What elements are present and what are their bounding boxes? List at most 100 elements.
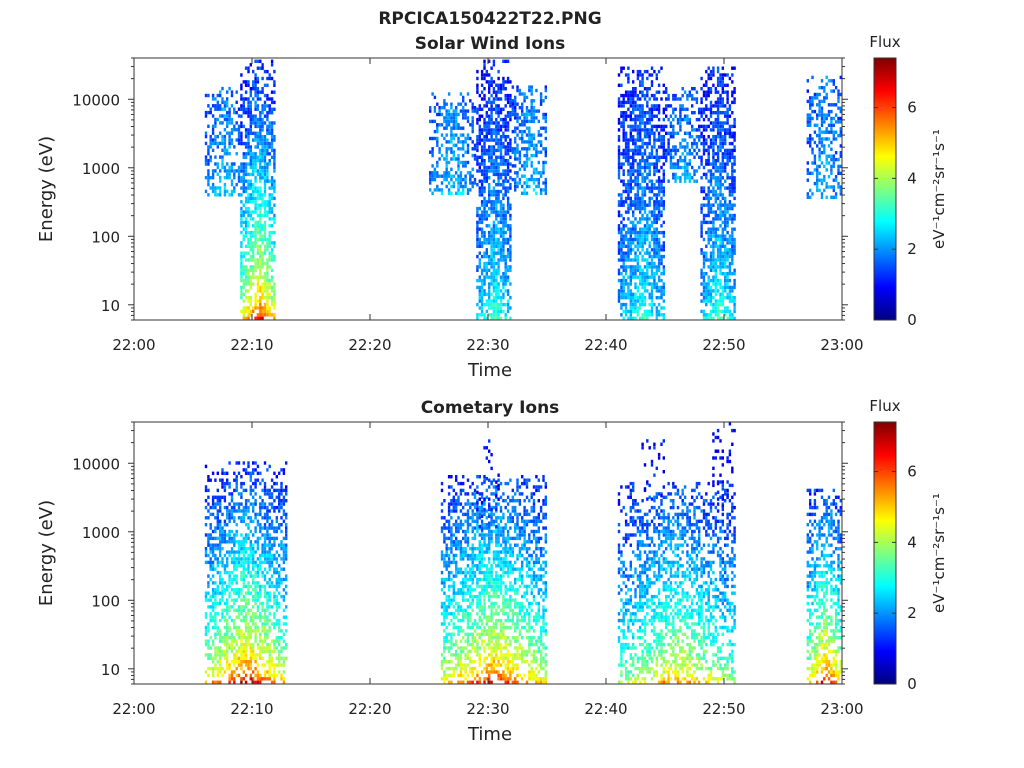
spectrogram-cell <box>499 107 503 111</box>
spectrogram-cell <box>249 570 252 575</box>
spectrogram-cell <box>834 157 838 162</box>
spectrogram-cell <box>478 107 481 111</box>
spectrogram-cell <box>249 230 252 235</box>
spectrogram-cell <box>655 179 658 183</box>
spectrogram-cell <box>721 128 724 132</box>
spectrogram-cell <box>214 134 217 139</box>
spectrogram-cell <box>216 516 219 520</box>
spectrogram-cell <box>667 145 670 149</box>
spectrogram-cell <box>724 165 727 170</box>
spectrogram-cell <box>827 79 831 83</box>
spectrogram-cell <box>211 560 215 565</box>
spectrogram-cell <box>235 502 238 506</box>
spectrogram-cell <box>480 162 484 166</box>
spectrogram-cell <box>478 299 481 303</box>
spectrogram-cell <box>672 172 675 177</box>
spectrogram-cell <box>622 179 625 183</box>
spectrogram-cell <box>440 181 444 185</box>
spectrogram-cell <box>514 126 517 130</box>
spectrogram-cell <box>261 200 264 204</box>
spectrogram-cell <box>646 237 649 242</box>
spectrogram-cell <box>240 656 243 660</box>
spectrogram-cell <box>478 193 481 197</box>
spectrogram-cell <box>525 95 529 100</box>
spectrogram-cell <box>440 112 444 117</box>
spectrogram-cell <box>665 155 668 159</box>
spectrogram-cell <box>247 244 250 248</box>
spectrogram-cell <box>268 241 271 245</box>
spectrogram-cell <box>818 137 821 141</box>
spectrogram-cell <box>240 649 243 654</box>
spectrogram-cell <box>256 220 260 225</box>
spectrogram-cell <box>240 502 243 506</box>
spectrogram-cell <box>492 234 496 238</box>
spectrogram-cell <box>712 155 715 159</box>
spectrogram-cell <box>273 138 276 142</box>
spectrogram-cell <box>211 564 215 568</box>
spectrogram-cell <box>490 128 493 132</box>
spectrogram-cell <box>438 147 441 151</box>
spectrogram-cell <box>273 244 276 248</box>
spectrogram-cell <box>702 254 706 259</box>
spectrogram-cell <box>620 220 623 225</box>
spectrogram-cell <box>244 251 248 255</box>
spectrogram-cell <box>490 80 493 84</box>
spectrogram-cell <box>660 165 663 170</box>
spectrogram-cell <box>483 66 486 70</box>
colorbar-tick-label: 2 <box>907 240 917 258</box>
spectrogram-cell <box>705 124 708 129</box>
spectrogram-cell <box>733 117 736 122</box>
spectrogram-cell <box>247 581 250 585</box>
spectrogram-cell <box>506 265 510 269</box>
spectrogram-cell <box>712 104 715 108</box>
spectrogram-cell <box>617 104 621 108</box>
spectrogram-cell <box>478 189 481 194</box>
spectrogram-cell <box>221 114 224 118</box>
spectrogram-cell <box>622 203 625 207</box>
spectrogram-cell <box>256 213 260 218</box>
spectrogram-cell <box>830 109 833 114</box>
spectrogram-cell <box>660 285 663 290</box>
spectrogram-cell <box>259 169 262 173</box>
spectrogram-cell <box>240 636 243 640</box>
spectrogram-cell <box>488 289 491 293</box>
spectrogram-cell <box>450 136 453 141</box>
spectrogram-cell <box>499 258 503 262</box>
spectrogram-cell <box>223 165 227 170</box>
spectrogram-cell <box>478 104 481 108</box>
spectrogram-cell <box>249 299 252 303</box>
spectrogram-cell <box>266 272 269 276</box>
spectrogram-cell <box>641 268 644 272</box>
spectrogram-cell <box>237 615 241 619</box>
spectrogram-cell <box>719 237 722 242</box>
spectrogram-cell <box>223 540 227 544</box>
spectrogram-cell <box>429 150 432 154</box>
spectrogram-cell <box>244 145 248 149</box>
spectrogram-cell <box>646 224 649 228</box>
spectrogram-cell <box>473 157 477 161</box>
spectrogram-cell <box>240 244 243 248</box>
spectrogram-cell <box>221 155 224 159</box>
spectrogram-cell <box>216 186 219 190</box>
spectrogram-cell <box>252 97 255 101</box>
spectrogram-cell <box>497 165 500 170</box>
spectrogram-cell <box>662 230 665 235</box>
spectrogram-cell <box>226 97 229 101</box>
spectrogram-cell <box>516 126 519 130</box>
spectrogram-cell <box>657 159 661 163</box>
spectrogram-cell <box>731 220 734 225</box>
spectrogram-cell <box>629 135 632 139</box>
spectrogram-cell <box>497 292 500 296</box>
spectrogram-cell <box>721 299 724 303</box>
spectrogram-cell <box>726 93 729 98</box>
spectrogram-cell <box>657 90 661 94</box>
spectrogram-cell <box>497 107 500 111</box>
spectrogram-cell <box>712 152 715 156</box>
spectrogram-cell <box>247 213 250 218</box>
spectrogram-cell <box>252 567 255 571</box>
spectrogram-cell <box>254 90 257 94</box>
spectrogram-cell <box>832 178 835 182</box>
spectrogram-cell <box>247 625 250 630</box>
spectrogram-cell <box>254 155 257 159</box>
spectrogram-cell <box>714 159 717 163</box>
